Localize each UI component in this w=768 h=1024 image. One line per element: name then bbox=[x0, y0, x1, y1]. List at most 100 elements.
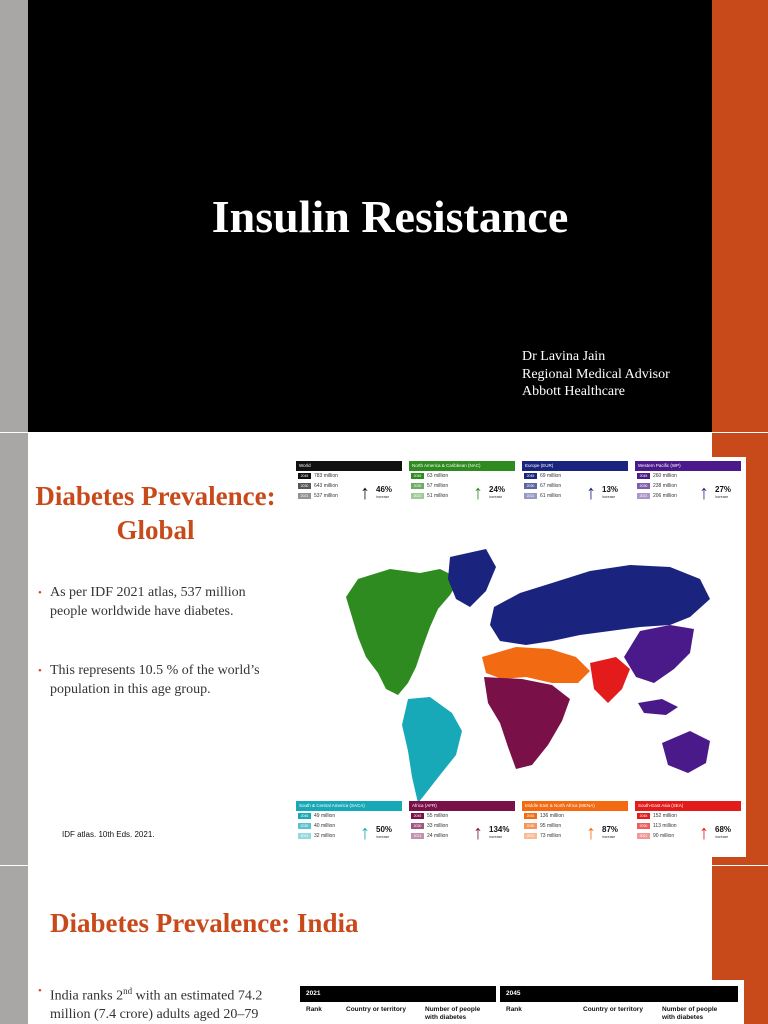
year-label: 2030 bbox=[411, 483, 424, 489]
up-arrow-icon: ↑ bbox=[699, 482, 709, 504]
year-label: 2045 bbox=[637, 813, 650, 819]
people-count: 55 million bbox=[427, 813, 449, 819]
bullet-item: • This represents 10.5 % of the world’s … bbox=[38, 663, 260, 697]
bullet-dot-icon: • bbox=[38, 985, 42, 997]
increase-label: increase bbox=[715, 495, 729, 499]
region-year-row: 2021 90 million bbox=[635, 831, 741, 841]
region-year-row: 2021 206 million bbox=[635, 491, 741, 501]
region-year-row: 2045 69 million bbox=[522, 471, 628, 481]
people-count: 95 million bbox=[540, 823, 562, 829]
people-count: 206 million bbox=[653, 493, 677, 499]
column-header-people: Number of people with diabetes bbox=[662, 1006, 718, 1021]
map-region-afr bbox=[484, 677, 570, 769]
increase-percent: 13% bbox=[602, 485, 619, 494]
year-label: 2021 bbox=[637, 493, 650, 499]
year-label: 2021 bbox=[524, 493, 537, 499]
people-count: 67 million bbox=[540, 483, 562, 489]
region-stat-box: Africa (AFR) 2045 55 million 2030 33 million… bbox=[409, 801, 515, 853]
map-region-oceania bbox=[662, 731, 710, 773]
region-year-row: 2021 73 million bbox=[522, 831, 628, 841]
slide-global-prevalence: Diabetes Prevalence: Global • As per IDF… bbox=[0, 433, 768, 865]
up-arrow-icon: ↑ bbox=[586, 822, 596, 844]
people-count: 90 million bbox=[653, 833, 675, 839]
region-year-row: 2030 95 million bbox=[522, 821, 628, 831]
region-year-row: 2030 113 million bbox=[635, 821, 741, 831]
world-map bbox=[346, 549, 710, 803]
year-label: 2045 bbox=[411, 473, 424, 479]
increase-label: increase bbox=[376, 835, 390, 839]
region-name: Europe (EUR) bbox=[522, 461, 628, 471]
people-count: 136 million bbox=[540, 813, 564, 819]
idf-atlas-figure: World 2045 783 million 2030 643 million 2021 5… bbox=[290, 457, 746, 857]
region-year-row: 2045 152 million bbox=[635, 811, 741, 821]
up-arrow-icon: ↑ bbox=[360, 482, 370, 504]
year-label: 2045 bbox=[637, 473, 650, 479]
region-name: North America & Caribbean (NAC) bbox=[409, 461, 515, 471]
year-label: 2030 bbox=[637, 823, 650, 829]
region-year-row: 2030 67 million bbox=[522, 481, 628, 491]
people-count: 61 million bbox=[540, 493, 562, 499]
year-label: 2021 bbox=[298, 493, 311, 499]
bullet-item: • India ranks 2nd with an estimated 74.2… bbox=[38, 982, 300, 1024]
column-header-people: Number of people with diabetes bbox=[425, 1006, 481, 1021]
year-header-2045: 2045 bbox=[500, 986, 738, 1002]
region-year-row: 2045 136 million bbox=[522, 811, 628, 821]
column-header-country: Country or territory bbox=[346, 1006, 406, 1013]
year-label: 2021 bbox=[524, 833, 537, 839]
people-count: 113 million bbox=[653, 823, 677, 829]
year-label: 2030 bbox=[411, 823, 424, 829]
increase-label: increase bbox=[715, 835, 729, 839]
year-label: 2030 bbox=[524, 483, 537, 489]
year-label: 2030 bbox=[298, 483, 311, 489]
year-label: 2021 bbox=[637, 833, 650, 839]
people-count: 51 million bbox=[427, 493, 449, 499]
region-year-row: 2030 238 million bbox=[635, 481, 741, 491]
slide-heading: Diabetes Prevalence: India bbox=[50, 908, 359, 938]
increase-label: increase bbox=[489, 835, 503, 839]
region-stat-box: North America & Caribbean (NAC) 2045 63 mi… bbox=[409, 461, 515, 513]
people-count: 537 million bbox=[314, 493, 338, 499]
increase-percent: 134% bbox=[489, 825, 510, 834]
bullet-dot-icon: • bbox=[38, 587, 42, 599]
increase-percent: 27% bbox=[715, 485, 732, 494]
up-arrow-icon: ↑ bbox=[473, 822, 483, 844]
slide-title: Insulin Resistance Dr Lavina Jain Region… bbox=[0, 0, 768, 432]
year-label: 2021 bbox=[298, 833, 311, 839]
people-count: 40 million bbox=[314, 823, 336, 829]
map-region-sea bbox=[590, 657, 630, 703]
presenter-name: Dr Lavina Jain bbox=[522, 349, 606, 364]
country-ranking-table: 2021 2045 Rank Country or territory Numb… bbox=[300, 980, 744, 1024]
people-count: 73 million bbox=[540, 833, 562, 839]
column-header-rank: Rank bbox=[306, 1006, 322, 1013]
people-count: 643 million bbox=[314, 483, 338, 489]
year-label: 2045 bbox=[411, 813, 424, 819]
people-count: 238 million bbox=[653, 483, 677, 489]
region-stat-box: Middle East & North Africa (MENA) 2045 136… bbox=[522, 801, 628, 853]
people-count: 260 million bbox=[653, 473, 677, 479]
left-accent-bar bbox=[0, 0, 28, 432]
region-stat-box: South-East Asia (SEA) 2045 152 million 2030… bbox=[635, 801, 741, 853]
region-year-row: 2030 643 million bbox=[296, 481, 402, 491]
region-year-row: 2030 57 million bbox=[409, 481, 515, 491]
region-year-row: 2045 63 million bbox=[409, 471, 515, 481]
year-label: 2030 bbox=[637, 483, 650, 489]
bullet-item: • As per IDF 2021 atlas, 537 million peo… bbox=[38, 585, 246, 619]
increase-percent: 68% bbox=[715, 825, 732, 834]
left-accent-bar bbox=[0, 866, 28, 1024]
people-count: 49 million bbox=[314, 813, 336, 819]
region-year-row: 2045 49 million bbox=[296, 811, 402, 821]
region-name: Middle East & North Africa (MENA) bbox=[522, 801, 628, 811]
region-name: South & Central America (SACA) bbox=[296, 801, 402, 811]
region-stat-box: Europe (EUR) 2045 69 million 2030 67 million… bbox=[522, 461, 628, 513]
map-region-sea-islands bbox=[638, 699, 678, 715]
region-name: South-East Asia (SEA) bbox=[635, 801, 741, 811]
year-label: 2030 bbox=[298, 823, 311, 829]
year-label: 2021 bbox=[411, 833, 424, 839]
region-name: Western Pacific (WP) bbox=[635, 461, 741, 471]
map-region-mena bbox=[482, 647, 590, 683]
right-accent-bar bbox=[712, 0, 768, 432]
region-name: World bbox=[296, 461, 402, 471]
year-label: 2045 bbox=[298, 473, 311, 479]
map-region-greenland bbox=[448, 549, 496, 607]
increase-percent: 24% bbox=[489, 485, 506, 494]
